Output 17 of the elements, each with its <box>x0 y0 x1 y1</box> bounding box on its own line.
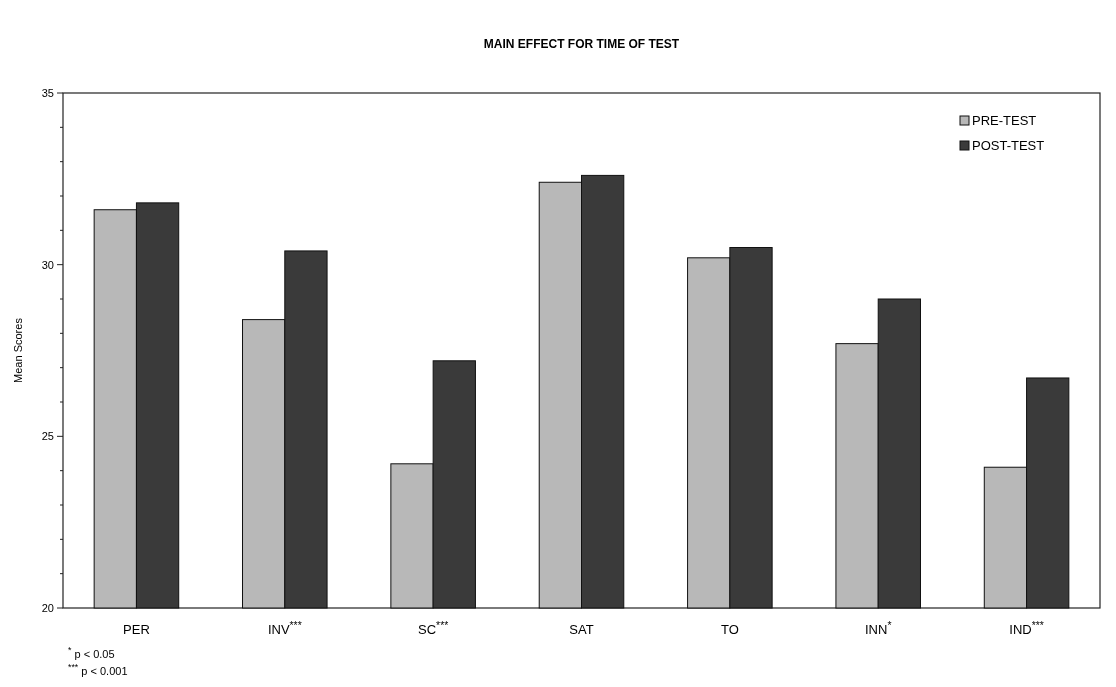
x-tick-label: INN$^{*}$ <box>864 619 892 637</box>
y-tick-label: 25 <box>41 430 54 443</box>
y-axis-title: Mean Scores <box>12 317 24 383</box>
legend-label: POST-TEST <box>972 138 1045 153</box>
x-tick-label: INV$^{***}$ <box>267 619 302 637</box>
text: $^{***}$ p < 0.001 <box>68 662 128 677</box>
y-tick-label: 35 <box>41 86 54 99</box>
legend-label: PRE-TEST <box>972 113 1037 128</box>
y-tick-label: 20 <box>41 601 54 614</box>
text: $^{*}$ p < 0.05 <box>68 645 115 660</box>
x-tick-label: SAT <box>569 622 594 637</box>
x-tick-label: SC$^{***}$ <box>418 619 449 637</box>
chart-title: MAIN EFFECT FOR TIME OF TEST <box>483 37 680 51</box>
x-tick-label: TO <box>720 622 739 637</box>
y-tick-label: 30 <box>41 258 54 271</box>
x-tick-label: IND$^{***}$ <box>1009 619 1044 637</box>
x-tick-label: PER <box>123 622 150 637</box>
